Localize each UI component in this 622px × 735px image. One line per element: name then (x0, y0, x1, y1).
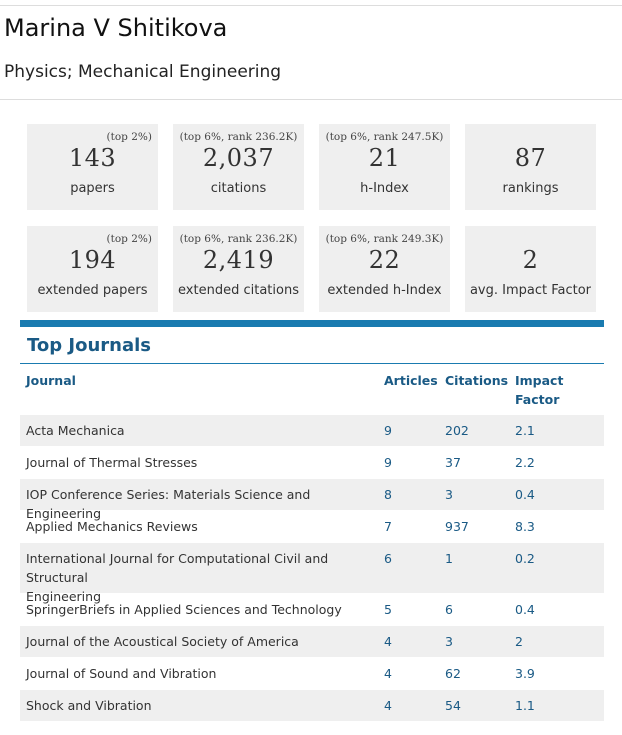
header-journal[interactable]: Journal (26, 373, 76, 388)
section-title: Top Journals (27, 335, 152, 356)
stat-value: 22 (368, 246, 401, 274)
stat-label: rankings (502, 181, 559, 196)
journal-name[interactable]: Journal of Thermal Stresses (26, 455, 198, 470)
journal-citations: 1 (445, 551, 453, 566)
stat-rank: (top 2%) (106, 233, 152, 245)
stat-label: extended papers (37, 283, 148, 298)
journal-name[interactable]: International Journal for Computational … (26, 549, 366, 606)
stat-citations: (top 6%, rank 236.2K) 2,037 citations (173, 124, 304, 210)
stat-value: 2,037 (202, 144, 275, 172)
table-header: Journal Articles Citations Impact Factor (20, 371, 604, 413)
stat-value: 87 (514, 144, 547, 172)
journal-name[interactable]: IOP Conference Series: Materials Science… (26, 487, 311, 521)
journal-name[interactable]: Journal of Sound and Vibration (26, 666, 217, 681)
journal-articles: 9 (384, 455, 392, 470)
stat-rank: (top 6%, rank 236.2K) (179, 233, 298, 245)
stat-value: 194 (68, 246, 117, 274)
author-fields: Physics; Mechanical Engineering (4, 62, 282, 82)
stat-label: avg. Impact Factor (469, 283, 592, 298)
journal-name[interactable]: Applied Mechanics Reviews (26, 519, 198, 534)
journal-name[interactable]: Journal of the Acoustical Society of Ame… (26, 634, 299, 649)
stat-value: 2,419 (202, 246, 275, 274)
stat-extended-citations: (top 6%, rank 236.2K) 2,419 extended cit… (173, 226, 304, 312)
header-articles[interactable]: Articles (384, 373, 438, 388)
journal-citations: 37 (445, 455, 461, 470)
journal-impact: 2.2 (515, 455, 535, 470)
journal-impact: 2.1 (515, 423, 535, 438)
stat-label: papers (70, 181, 115, 196)
stat-rankings[interactable]: 87 rankings (465, 124, 596, 210)
journal-articles: 4 (384, 698, 392, 713)
journal-impact: 0.4 (515, 487, 535, 502)
section-accent-bar (20, 320, 604, 327)
table-row: IOP Conference Series: Materials Science… (20, 479, 604, 521)
stat-rank: (top 6%, rank 247.5K) (325, 131, 444, 143)
journal-citations: 54 (445, 698, 461, 713)
journal-impact: 0.2 (515, 551, 535, 566)
stat-label: citations (210, 181, 267, 196)
journal-articles: 5 (384, 602, 392, 617)
stat-rank: (top 6%, rank 249.3K) (325, 233, 444, 245)
table-row: Journal of the Acoustical Society of Ame… (20, 626, 604, 657)
header-impact-line1: Impact (515, 373, 564, 388)
journal-articles: 4 (384, 634, 392, 649)
table-row: Applied Mechanics Reviews 7 937 8.3 (20, 511, 604, 542)
stat-avg-impact-factor: 2 avg. Impact Factor (465, 226, 596, 312)
journal-name[interactable]: Acta Mechanica (26, 423, 125, 438)
stat-extended-h-index: (top 6%, rank 249.3K) 22 extended h-Inde… (319, 226, 450, 312)
journal-articles: 9 (384, 423, 392, 438)
stat-extended-papers: (top 2%) 194 extended papers (27, 226, 158, 312)
journal-citations: 3 (445, 487, 453, 502)
journal-citations: 62 (445, 666, 461, 681)
table-row: SpringerBriefs in Applied Sciences and T… (20, 594, 604, 625)
journal-citations: 3 (445, 634, 453, 649)
header-impact-line2: Factor (515, 392, 560, 407)
journal-impact: 0.4 (515, 602, 535, 617)
section-title-underline (20, 363, 604, 364)
author-name: Marina V Shitikova (4, 14, 228, 42)
table-row: Acta Mechanica 9 202 2.1 (20, 415, 604, 446)
header-impact-factor[interactable]: Impact Factor (515, 371, 563, 409)
stat-value: 21 (368, 144, 401, 172)
stat-label: extended citations (178, 283, 299, 298)
table-row: Shock and Vibration 4 54 1.1 (20, 690, 604, 721)
table-row: Journal of Thermal Stresses 9 37 2.2 (20, 447, 604, 478)
journal-articles: 4 (384, 666, 392, 681)
journal-articles: 6 (384, 551, 392, 566)
header-divider (0, 99, 622, 100)
table-row: Journal of Sound and Vibration 4 62 3.9 (20, 658, 604, 689)
table-row: International Journal for Computational … (20, 543, 604, 604)
journal-name-line1: International Journal for Computational … (26, 551, 329, 585)
stat-rank: (top 6%, rank 236.2K) (179, 131, 298, 143)
journal-citations: 937 (445, 519, 469, 534)
journal-impact: 8.3 (515, 519, 535, 534)
journal-name[interactable]: SpringerBriefs in Applied Sciences and T… (26, 602, 342, 617)
top-divider (0, 5, 622, 6)
journal-impact: 3.9 (515, 666, 535, 681)
journal-articles: 7 (384, 519, 392, 534)
stat-rank: (top 2%) (106, 131, 152, 143)
journal-articles: 8 (384, 487, 392, 502)
stat-value: 143 (68, 144, 117, 172)
stat-label: extended h-Index (327, 283, 442, 298)
header-citations[interactable]: Citations (445, 373, 509, 388)
stat-h-index: (top 6%, rank 247.5K) 21 h-Index (319, 124, 450, 210)
stat-papers: (top 2%) 143 papers (27, 124, 158, 210)
stat-label: h-Index (360, 181, 409, 196)
journal-impact: 1.1 (515, 698, 535, 713)
journal-name[interactable]: Shock and Vibration (26, 698, 152, 713)
journal-impact: 2 (515, 634, 523, 649)
journal-citations: 6 (445, 602, 453, 617)
journal-citations: 202 (445, 423, 469, 438)
stat-value: 2 (522, 246, 539, 274)
journal-name-line2: Engineering (26, 589, 101, 604)
